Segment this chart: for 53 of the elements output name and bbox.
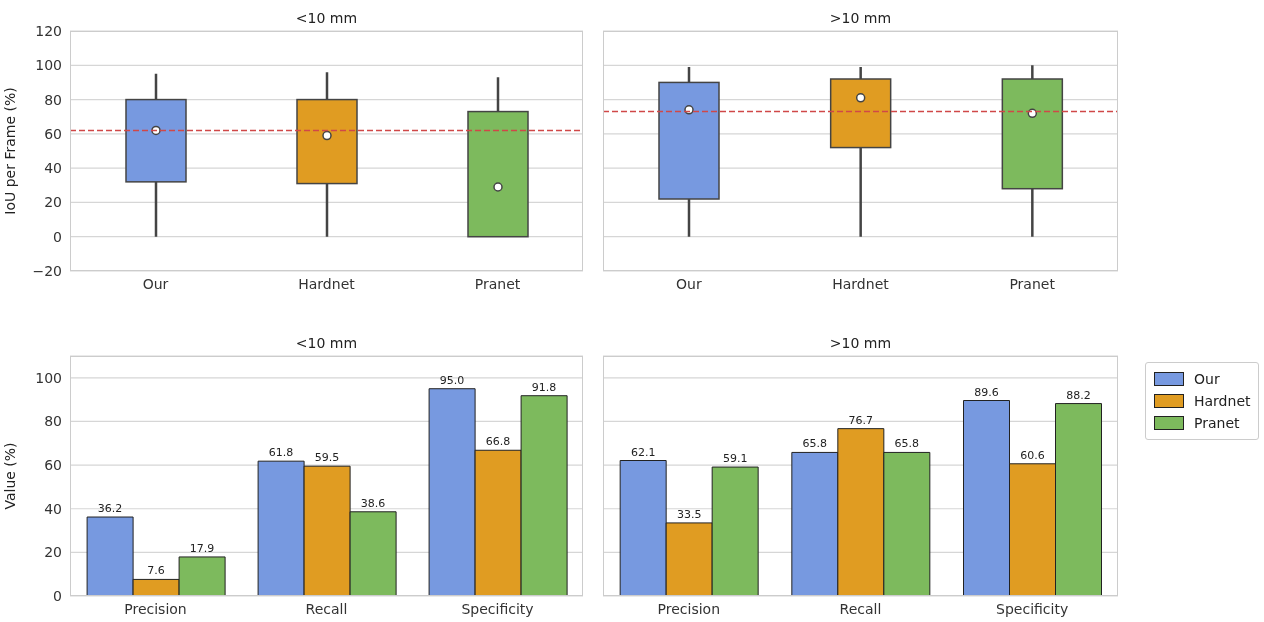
legend-label: Pranet	[1193, 414, 1241, 433]
data-label: 65.8	[894, 437, 920, 451]
x-tick-label: Our	[676, 275, 702, 292]
data-label: 36.2	[97, 502, 123, 516]
x-tick-label: Precision	[657, 600, 721, 617]
y-tick-label: 100	[35, 57, 62, 74]
y-tick-label: 20	[44, 544, 62, 561]
y-tick-label: 100	[35, 369, 62, 386]
y-axis-title: IoU per Frame (%)	[2, 87, 18, 215]
x-tick-label: Specificity	[996, 600, 1069, 617]
y-tick-label: 60	[44, 125, 62, 142]
data-label: 91.8	[531, 380, 557, 394]
y-tick-label: 40	[44, 160, 62, 177]
y-tick-label: 20	[44, 194, 62, 211]
data-label: 7.6	[147, 564, 165, 578]
data-label: 60.6	[1020, 448, 1045, 462]
x-tick-label: Hardnet	[832, 275, 890, 292]
x-tick-label: Specificity	[461, 600, 534, 617]
y-tick-label: −20	[32, 262, 62, 279]
y-tick-label: 0	[53, 587, 62, 604]
x-tick-label: Pranet	[1009, 275, 1056, 292]
legend-label: Our	[1193, 370, 1221, 389]
x-tick-label: Precision	[124, 600, 187, 617]
data-label: 59.1	[722, 452, 748, 466]
data-label: 95.0	[439, 373, 465, 387]
data-label: 66.8	[485, 435, 511, 449]
y-tick-label: 80	[44, 413, 62, 430]
data-label: 88.2	[1066, 388, 1091, 402]
data-label: 89.6	[974, 385, 999, 399]
data-label: 65.8	[802, 437, 828, 451]
y-tick-label: 120	[35, 22, 62, 39]
chart-title: >10 mm	[828, 335, 893, 351]
y-tick-label: 40	[44, 500, 62, 517]
x-tick-label: Hardnet	[298, 275, 356, 292]
y-tick-label: 0	[53, 228, 62, 245]
y-tick-label: 60	[44, 457, 62, 474]
x-tick-label: Pranet	[474, 275, 521, 292]
data-label: 33.5	[676, 507, 702, 521]
y-axis-title: Value (%)	[2, 442, 18, 510]
chart-title: <10 mm	[294, 335, 359, 351]
data-label: 38.6	[360, 496, 386, 510]
data-label: 17.9	[189, 541, 215, 555]
data-label: 61.8	[268, 446, 294, 460]
x-tick-label: Our	[142, 275, 169, 292]
x-tick-label: Recall	[305, 600, 348, 617]
legend-label: Hardnet	[1193, 392, 1251, 411]
data-label: 59.5	[314, 451, 340, 465]
data-label: 76.7	[848, 413, 874, 427]
chart-title: >10 mm	[828, 10, 893, 26]
y-tick-label: 80	[44, 91, 62, 108]
x-tick-label: Recall	[839, 600, 882, 617]
chart-title: <10 mm	[294, 10, 359, 26]
data-label: 62.1	[630, 445, 656, 459]
